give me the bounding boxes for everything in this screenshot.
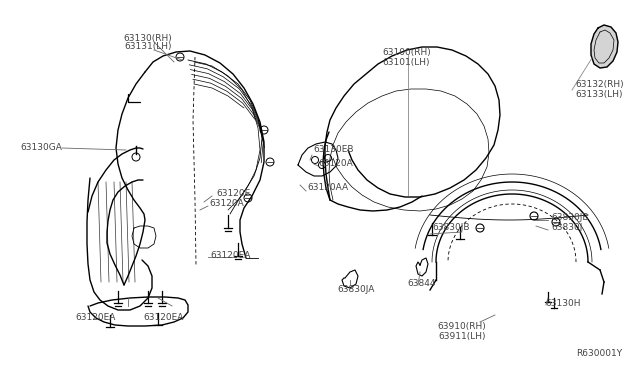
- Text: 63130EB: 63130EB: [313, 145, 353, 154]
- Text: 63120E: 63120E: [216, 189, 250, 199]
- Text: 63844: 63844: [408, 279, 436, 288]
- Text: 63830J: 63830J: [551, 224, 582, 232]
- Text: 63130(RH): 63130(RH): [124, 33, 172, 42]
- Text: 63100(RH): 63100(RH): [382, 48, 431, 57]
- Polygon shape: [591, 25, 618, 68]
- Text: 63120EA: 63120EA: [144, 314, 184, 323]
- Text: 63132(RH): 63132(RH): [575, 80, 623, 90]
- Text: 63120AA: 63120AA: [307, 183, 348, 192]
- Text: 63120A: 63120A: [318, 158, 353, 167]
- Text: 63131(LH): 63131(LH): [124, 42, 172, 51]
- Text: 63910(RH): 63910(RH): [438, 323, 486, 331]
- Text: 63120A: 63120A: [209, 199, 244, 208]
- Text: 63130H: 63130H: [545, 298, 580, 308]
- Text: 63120EA: 63120EA: [76, 314, 116, 323]
- Text: 63101(LH): 63101(LH): [382, 58, 429, 67]
- Text: 63830JB: 63830JB: [432, 224, 470, 232]
- Text: 63120EA: 63120EA: [210, 250, 250, 260]
- Text: 63830JB: 63830JB: [551, 214, 589, 222]
- Text: 63130GA: 63130GA: [20, 144, 62, 153]
- Text: 63133(LH): 63133(LH): [575, 90, 623, 99]
- Text: 63911(LH): 63911(LH): [438, 333, 486, 341]
- Text: R630001Y: R630001Y: [576, 349, 622, 357]
- Text: 63830JA: 63830JA: [337, 285, 374, 295]
